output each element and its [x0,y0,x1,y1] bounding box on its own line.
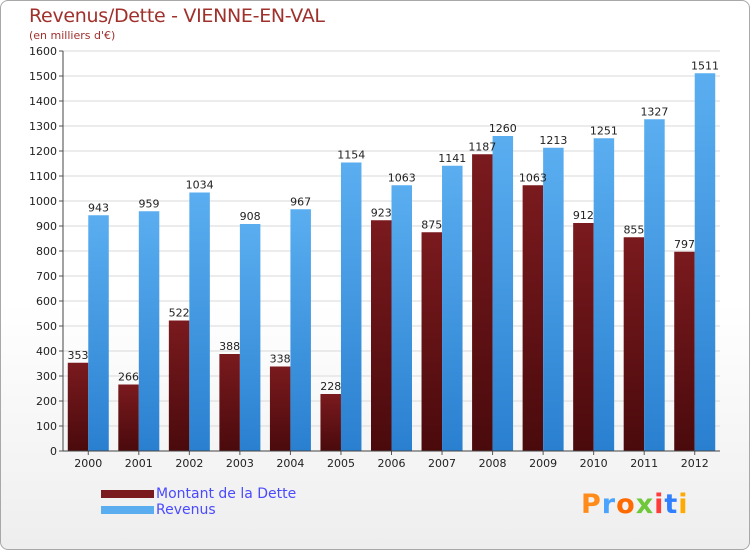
legend-swatch-revenue [101,506,154,514]
bar-revenue-2001 [138,211,160,451]
bar-debt-2001 [118,384,139,451]
bar-revenue-2009 [543,147,564,451]
data-label-revenue-2008: 1260 [489,122,517,135]
y-tick-label: 1600 [29,45,57,58]
data-label-revenue-2004: 967 [290,195,311,208]
proxiti-logo: Proxiti [581,489,689,520]
bar-debt-2008 [472,154,493,451]
legend-label-debt: Montant de la Dette [156,486,297,502]
data-label-revenue-2003: 908 [240,210,261,223]
data-label-debt-2000: 353 [68,349,89,362]
bar-debt-2009 [522,185,544,451]
x-tick-label-2010: 2010 [580,457,608,470]
x-tick-label-2005: 2005 [327,457,355,470]
bar-revenue-2012 [694,73,716,451]
data-label-debt-2004: 338 [270,353,291,366]
bar-revenue-2010 [593,138,615,451]
bar-debt-2004 [269,366,291,451]
data-label-debt-2012: 797 [674,238,695,251]
x-tick-label-2006: 2006 [378,457,406,470]
y-tick-label: 100 [36,420,57,433]
data-label-debt-2003: 388 [219,340,240,353]
data-label-revenue-2007: 1141 [438,152,466,165]
bar-revenue-2008 [492,136,514,451]
y-tick-label: 1100 [29,170,57,183]
y-tick-label: 1500 [29,70,57,83]
legend-swatch-debt [101,490,154,498]
logo-letter: o [616,489,636,520]
data-label-debt-2001: 266 [118,371,139,384]
data-label-revenue-2005: 1154 [337,149,365,162]
data-label-debt-2011: 855 [623,223,644,236]
x-tick-label-2008: 2008 [479,457,507,470]
y-tick-label: 200 [36,395,57,408]
x-tick-label-2000: 2000 [74,457,102,470]
x-tick-label-2012: 2012 [681,457,709,470]
bar-revenue-2007 [442,165,463,451]
chart-subtitle: (en milliers d'€) [29,29,116,42]
data-label-revenue-2009: 1213 [539,134,567,147]
data-label-revenue-2000: 943 [88,201,109,214]
y-tick-label: 900 [36,220,57,233]
x-tick-label-2002: 2002 [175,457,203,470]
y-tick-label: 500 [36,320,57,333]
x-tick-label-2003: 2003 [226,457,254,470]
legend-label-revenue: Revenus [156,502,216,518]
bar-revenue-2005 [340,162,362,451]
bar-debt-2006 [371,220,392,451]
logo-letter: r [601,489,617,520]
data-label-debt-2006: 923 [371,206,392,219]
y-tick-label: 0 [50,445,57,458]
y-tick-label: 1000 [29,195,57,208]
bar-revenue-2003 [239,224,261,451]
bar-debt-2002 [168,320,190,451]
logo-letter: x [635,489,655,520]
data-label-debt-2005: 228 [320,380,341,393]
bar-debt-2005 [320,394,341,451]
data-label-debt-2009: 1063 [519,171,547,184]
data-label-debt-2010: 912 [573,209,594,222]
x-tick-label-2011: 2011 [630,457,658,470]
x-tick-label-2001: 2001 [125,457,153,470]
y-tick-label: 700 [36,270,57,283]
bar-debt-2007 [421,232,443,451]
logo-letter: i [654,489,665,520]
data-label-revenue-2011: 1327 [640,105,668,118]
bar-debt-2011 [623,237,645,451]
data-label-debt-2007: 875 [421,218,442,231]
chart-title: Revenus/Dette - VIENNE-EN-VAL [29,5,325,27]
x-tick-label-2009: 2009 [529,457,557,470]
bar-revenue-2011 [644,119,665,451]
logo-letter: i [678,489,689,520]
bar-revenue-2002 [189,192,210,451]
bar-revenue-2006 [391,185,412,451]
data-label-revenue-2010: 1251 [590,124,618,137]
bar-debt-2012 [674,251,695,451]
data-label-revenue-2001: 959 [139,197,160,210]
bar-revenue-2000 [88,215,109,451]
data-label-revenue-2002: 1034 [186,179,214,192]
logo-letter: t [664,489,679,520]
x-tick-label-2007: 2007 [428,457,456,470]
y-tick-label: 300 [36,370,57,383]
data-label-revenue-2006: 1063 [388,171,416,184]
logo-letter: P [581,489,602,520]
data-label-debt-2008: 1187 [468,140,496,153]
data-label-debt-2002: 522 [169,307,190,320]
y-tick-label: 1400 [29,95,57,108]
bar-debt-2000 [67,362,89,451]
bar-debt-2010 [573,223,594,451]
y-tick-label: 800 [36,245,57,258]
y-tick-label: 1300 [29,120,57,133]
bar-revenue-2004 [290,209,311,451]
y-tick-label: 1200 [29,145,57,158]
x-tick-label-2004: 2004 [276,457,304,470]
y-tick-label: 600 [36,295,57,308]
data-label-revenue-2012: 1511 [691,59,719,72]
bar-debt-2003 [219,354,240,451]
y-tick-label: 400 [36,345,57,358]
